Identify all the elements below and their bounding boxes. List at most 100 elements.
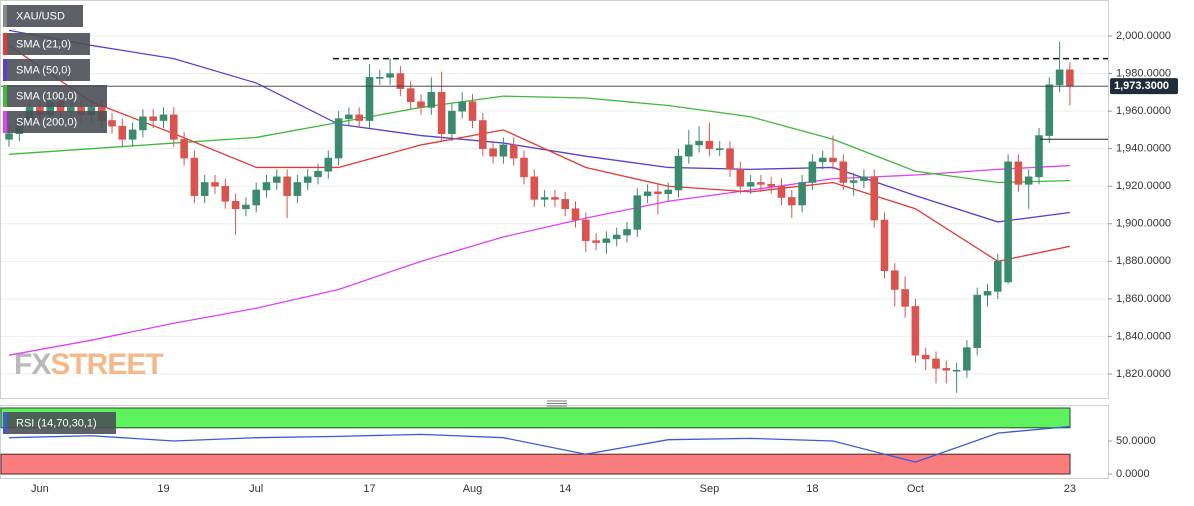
candle-body (386, 73, 394, 78)
candle-body (726, 148, 734, 170)
x-tick-label: Sep (700, 483, 720, 495)
y-tick-label: 1,980.0000 (1116, 67, 1171, 79)
panel-handle (547, 400, 567, 407)
candle-body (1045, 84, 1054, 136)
candle-body (839, 161, 848, 183)
candle-body (262, 182, 271, 191)
candle-body (365, 77, 374, 121)
x-tick-label: Aug (463, 483, 483, 495)
candle-body (911, 306, 920, 356)
candle-body (530, 176, 539, 200)
candle-body (808, 161, 817, 183)
candle-body (334, 118, 343, 159)
x-tick-label: 18 (806, 483, 818, 495)
candle-body (468, 101, 477, 121)
candle-body (355, 114, 364, 121)
candle-body (1055, 69, 1064, 86)
candle-body (654, 191, 662, 195)
candle-body (880, 219, 889, 272)
grid: 1,820.0000 1,840.0000 1,860.0000 1,880.0000… (1, 30, 1171, 495)
candle-body (993, 261, 1002, 292)
legend-strip (3, 85, 7, 107)
indicator-line (8, 29, 1070, 223)
last-price-box (1110, 78, 1178, 95)
indicator-line (8, 425, 1070, 463)
candle-body (1014, 161, 1023, 185)
watermark-part: STREET (50, 348, 163, 381)
candle-body (242, 204, 250, 210)
candle-body (406, 88, 415, 103)
overlay: 1,973.3000 XAU/USD SMA (21,0) SMA (50,0) SMA… (1, 5, 1178, 434)
candle-body (231, 200, 240, 210)
candle-body (890, 270, 899, 290)
candle-body (612, 234, 621, 240)
legend-label: XAU/USD (16, 10, 65, 22)
legend-label: SMA (21,0) (16, 38, 71, 50)
candle-body (128, 129, 137, 140)
candle-body (551, 197, 559, 200)
y-tick-label: 1,900.0000 (1116, 218, 1171, 230)
y-tick-label: 1,880.0000 (1116, 255, 1171, 267)
y-tick-label: 50.0000 (1116, 435, 1156, 447)
candle-body (829, 157, 837, 163)
candle-body (777, 185, 786, 198)
oversold-zone (0, 453, 1071, 475)
y-tick-label: 0.0000 (1116, 468, 1150, 480)
candle-body (787, 197, 796, 206)
candle-body (767, 184, 776, 187)
candle-body (211, 182, 219, 187)
candle-body (170, 114, 178, 140)
candle-body (293, 182, 302, 196)
y-tick-label: 1,920.0000 (1116, 180, 1171, 192)
candle-body (963, 347, 971, 371)
legend-box (3, 5, 83, 27)
candle-body (283, 176, 291, 196)
candle-body (221, 185, 230, 202)
candle-body (67, 107, 75, 112)
candle-body (509, 144, 518, 159)
last-price-label: 1,973.3000 (1114, 80, 1169, 92)
candle-body (798, 182, 806, 206)
legend-box (3, 85, 107, 107)
candle-body (1024, 176, 1033, 185)
candle-body (108, 120, 116, 127)
candle-body (932, 358, 940, 369)
candle-body (695, 140, 703, 146)
indicator-line (8, 164, 1070, 356)
candle-body (1004, 161, 1012, 283)
candle-body (118, 125, 127, 140)
y-tick-label: 1,940.0000 (1116, 143, 1171, 155)
candle-body (633, 195, 642, 230)
candle-body (715, 148, 724, 150)
candle-body (345, 114, 353, 119)
candle-body (581, 219, 590, 241)
candle-body (314, 170, 322, 178)
candle-body (561, 199, 570, 210)
candle-body (746, 182, 755, 187)
legend-strip (3, 33, 7, 55)
candle-body (520, 157, 528, 178)
y-tick-label: 1,860.0000 (1116, 293, 1171, 305)
legend-strip (3, 412, 7, 434)
legend-label: SMA (50,0) (16, 64, 71, 76)
candle-body (417, 101, 425, 108)
candle-body (478, 120, 487, 149)
y-tick-label: 1,840.0000 (1116, 330, 1171, 342)
candle-body (180, 139, 188, 159)
y-tick-label: 2,000.0000 (1116, 30, 1171, 42)
x-tick-label: 14 (559, 483, 571, 495)
candle-body (705, 140, 714, 149)
candle-body (674, 155, 683, 191)
candle-body (1066, 69, 1074, 87)
candle-body (324, 157, 333, 172)
candle-body (396, 73, 405, 89)
candle-body (921, 354, 930, 360)
candle-body (1035, 135, 1043, 178)
candle-body (860, 176, 868, 181)
candle-body (983, 291, 992, 296)
candles (5, 41, 1074, 393)
x-tick-label: Jun (31, 483, 49, 495)
candle-body (942, 368, 951, 371)
legend-strip (3, 111, 7, 133)
